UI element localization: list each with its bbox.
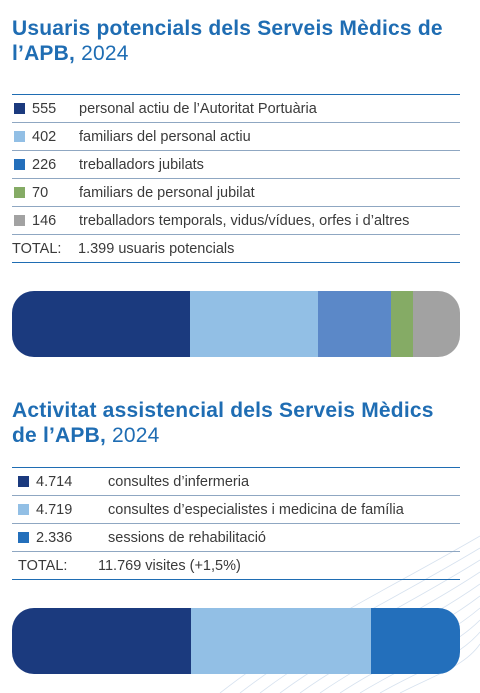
legend-label: consultes d’infermeria: [108, 473, 250, 490]
legend-value: 70: [32, 184, 49, 201]
bar-segment: [318, 291, 391, 357]
section-title: Usuaris potencials dels Serveis Mèdics d…: [12, 16, 460, 66]
bar-segment: [191, 608, 372, 674]
swatch: [14, 159, 25, 170]
legend-label: familiars de personal jubilat: [79, 184, 255, 201]
legend-label: treballadors temporals, vidus/vídues, or…: [79, 212, 410, 229]
legend-label: familiars del personal actiu: [79, 128, 251, 145]
legend-value: 4.714: [36, 473, 73, 490]
swatch: [18, 532, 29, 543]
title-main: Activitat assistencial dels Serveis Mèdi…: [12, 399, 434, 447]
bar-segment: [413, 291, 460, 357]
total-value: 1.399 usuaris potencials: [78, 240, 235, 257]
legend-row: 4.719 consultes d’especialistes i medici…: [12, 496, 460, 524]
section-title: Activitat assistencial dels Serveis Mèdi…: [12, 398, 460, 448]
care-activity-section: Activitat assistencial dels Serveis Mèdi…: [12, 398, 460, 674]
swatch: [14, 215, 25, 226]
legend-label: treballadors jubilats: [79, 156, 204, 173]
legend-row: 402 familiars del personal actiu: [12, 123, 460, 151]
bar-segment: [12, 291, 190, 357]
swatch: [18, 504, 29, 515]
legend-value: 4.719: [36, 501, 73, 518]
legend-label: consultes d’especialistes i medicina de …: [108, 501, 404, 518]
legend-row: 226 treballadors jubilats: [12, 151, 460, 179]
bar-segment: [12, 608, 192, 674]
top-rule: [12, 467, 460, 468]
total-label: TOTAL:: [12, 240, 62, 257]
bar-segment: [189, 291, 319, 357]
swatch: [14, 187, 25, 198]
legend-row: 4.714 consultes d’infermeria: [12, 468, 460, 496]
legend-row: 70 familiars de personal jubilat: [12, 179, 460, 207]
legend-value: 146: [32, 212, 57, 229]
top-rule: [12, 94, 460, 95]
title-main: Usuaris potencials dels Serveis Mèdics d…: [12, 17, 443, 65]
total-row: TOTAL: 1.399 usuaris potencials: [12, 235, 460, 263]
legend-row: 555 personal actiu de l’Autoritat Portuà…: [12, 95, 460, 123]
legend-value: 555: [32, 100, 57, 117]
legend-value: 226: [32, 156, 57, 173]
swatch: [18, 476, 29, 487]
title-year: 2024: [112, 424, 160, 447]
legend-list: 4.714 consultes d’infermeria 4.719 consu…: [12, 468, 460, 580]
bar-segment: [390, 291, 414, 357]
stacked-bar: [12, 291, 460, 357]
legend-list: 555 personal actiu de l’Autoritat Portuà…: [12, 95, 460, 263]
legend-row: 146 treballadors temporals, vidus/vídues…: [12, 207, 460, 235]
legend-value: 402: [32, 128, 57, 145]
title-year: 2024: [81, 42, 129, 65]
potential-users-section: Usuaris potencials dels Serveis Mèdics d…: [12, 16, 460, 357]
stacked-bar: [12, 608, 460, 674]
bar-segment: [371, 608, 460, 674]
total-value: 11.769 visites (+1,5%): [98, 557, 241, 574]
legend-label: sessions de rehabilitació: [108, 529, 266, 546]
legend-label: personal actiu de l’Autoritat Portuària: [79, 100, 317, 117]
legend-value: 2.336: [36, 529, 73, 546]
swatch: [14, 103, 25, 114]
swatch: [14, 131, 25, 142]
total-label: TOTAL:: [18, 557, 68, 574]
legend-row: 2.336 sessions de rehabilitació: [12, 524, 460, 552]
total-row: TOTAL: 11.769 visites (+1,5%): [12, 552, 460, 580]
